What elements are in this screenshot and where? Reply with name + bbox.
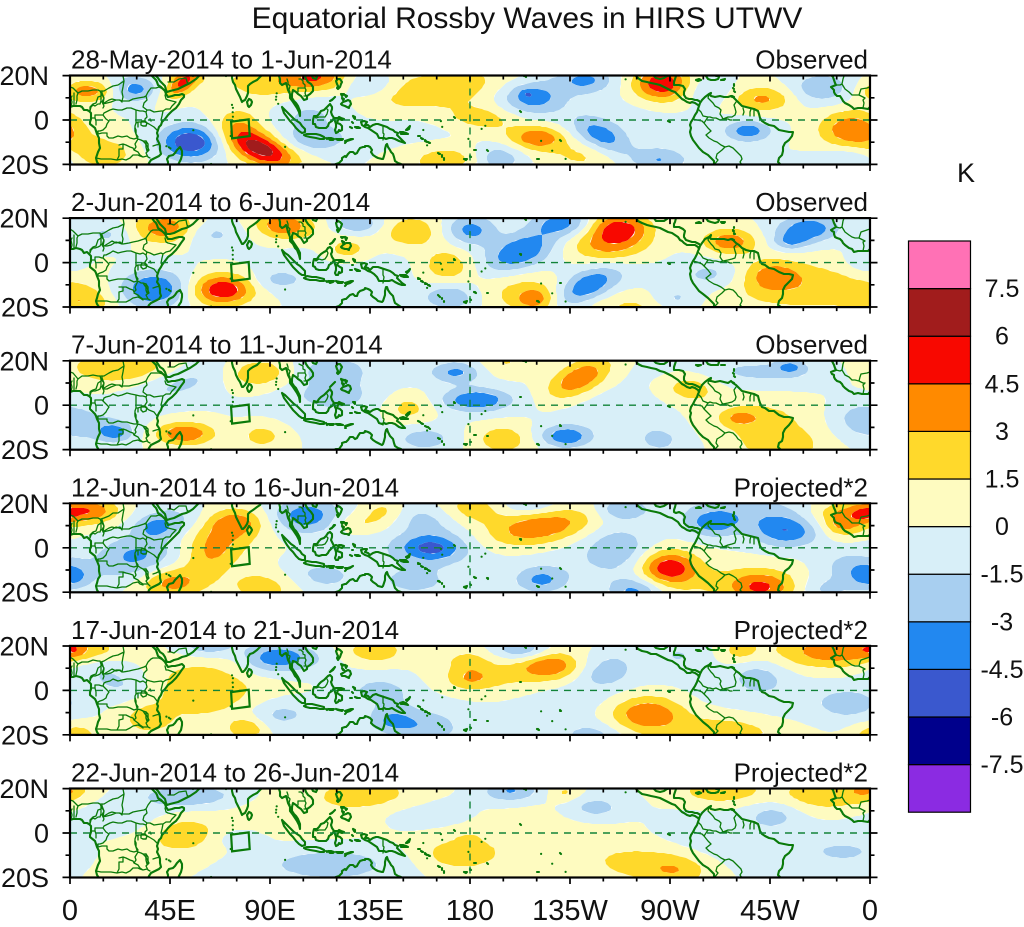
svg-text:20N: 20N (0, 774, 49, 804)
svg-text:20S: 20S (1, 578, 49, 608)
svg-text:Projected*2: Projected*2 (734, 472, 868, 502)
svg-text:0: 0 (34, 676, 49, 706)
svg-text:Projected*2: Projected*2 (734, 615, 868, 645)
svg-text:180: 180 (446, 895, 494, 922)
svg-text:20N: 20N (0, 632, 49, 662)
svg-text:20S: 20S (1, 150, 49, 180)
svg-text:0: 0 (34, 106, 49, 136)
svg-text:135W: 135W (532, 895, 608, 922)
svg-text:17-Jun-2014 to 21-Jun-2014: 17-Jun-2014 to 21-Jun-2014 (71, 615, 399, 645)
svg-text:0: 0 (34, 819, 49, 849)
svg-text:K: K (957, 158, 975, 188)
svg-text:1.5: 1.5 (985, 466, 1020, 494)
svg-text:0: 0 (862, 895, 878, 922)
svg-text:0: 0 (995, 513, 1009, 541)
svg-text:-4.5: -4.5 (980, 656, 1023, 684)
svg-text:Observed: Observed (755, 187, 868, 217)
svg-text:12-Jun-2014 to 16-Jun-2014: 12-Jun-2014 to 16-Jun-2014 (71, 472, 399, 502)
svg-text:135E: 135E (336, 895, 404, 922)
svg-text:90W: 90W (640, 895, 700, 922)
svg-text:0: 0 (34, 391, 49, 421)
svg-text:4.5: 4.5 (985, 370, 1020, 398)
svg-text:0: 0 (62, 895, 78, 922)
svg-text:45E: 45E (144, 895, 196, 922)
svg-text:20N: 20N (0, 61, 49, 91)
svg-text:22-Jun-2014 to 26-Jun-2014: 22-Jun-2014 to 26-Jun-2014 (71, 758, 399, 788)
svg-text:45W: 45W (740, 895, 800, 922)
svg-text:Projected*2: Projected*2 (734, 758, 868, 788)
svg-text:-7.5: -7.5 (980, 751, 1023, 779)
svg-text:28-May-2014 to 1-Jun-2014: 28-May-2014 to 1-Jun-2014 (71, 45, 392, 75)
svg-text:20S: 20S (1, 435, 49, 465)
svg-text:20N: 20N (0, 489, 49, 519)
svg-text:-6: -6 (991, 704, 1013, 732)
svg-text:7.5: 7.5 (985, 275, 1020, 303)
svg-text:Observed: Observed (755, 330, 868, 360)
svg-text:0: 0 (34, 533, 49, 563)
svg-text:0: 0 (34, 248, 49, 278)
svg-text:90E: 90E (244, 895, 296, 922)
svg-text:-3: -3 (991, 608, 1013, 636)
svg-text:6: 6 (995, 323, 1009, 351)
svg-text:Equatorial Rossby Waves in HIR: Equatorial Rossby Waves in HIRS UTWV (252, 2, 803, 35)
svg-text:Observed: Observed (755, 45, 868, 75)
svg-text:2-Jun-2014 to 6-Jun-2014: 2-Jun-2014 to 6-Jun-2014 (71, 187, 370, 217)
svg-text:-1.5: -1.5 (980, 561, 1023, 589)
svg-text:3: 3 (995, 418, 1009, 446)
svg-text:7-Jun-2014 to 11-Jun-2014: 7-Jun-2014 to 11-Jun-2014 (71, 330, 383, 360)
svg-text:20S: 20S (1, 863, 49, 893)
svg-text:20N: 20N (0, 346, 49, 376)
svg-text:20N: 20N (0, 204, 49, 234)
svg-text:20S: 20S (1, 293, 49, 323)
svg-text:20S: 20S (1, 720, 49, 750)
